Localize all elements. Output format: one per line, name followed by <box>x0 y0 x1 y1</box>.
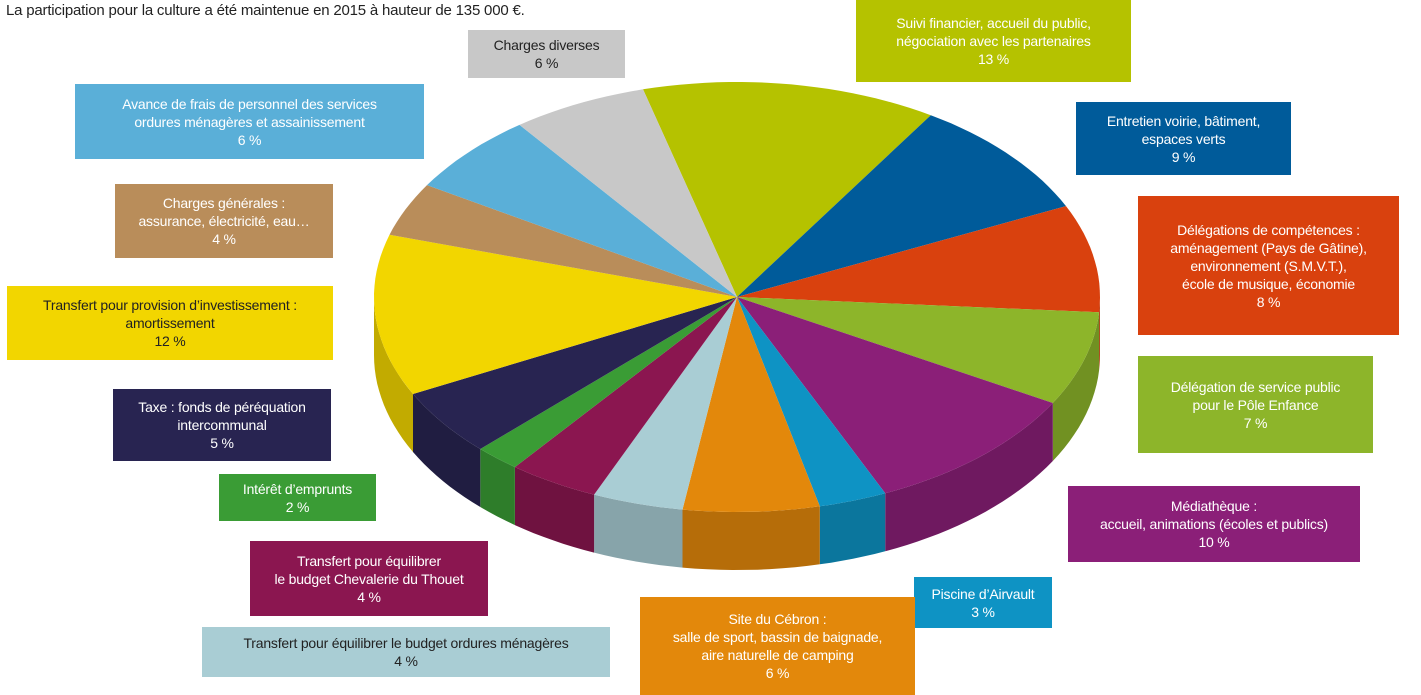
category-label: Transfert pour équilibrer le budget ordu… <box>243 635 569 651</box>
slice-side <box>514 467 595 553</box>
category-label: Charges diverses <box>493 37 600 53</box>
slice-side <box>594 494 683 568</box>
label-box: Avance de frais de personnel des service… <box>75 84 424 159</box>
category-label: Charges générales : assurance, électrici… <box>138 195 310 229</box>
category-label: Avance de frais de personnel des service… <box>122 95 377 130</box>
slice <box>737 115 1066 297</box>
slice <box>427 124 737 298</box>
slice-side <box>374 297 413 452</box>
label-box: Site du Cébron : salle de sport, bassin … <box>640 597 915 695</box>
category-label: Piscine d’Airvault <box>931 585 1035 602</box>
slice-side <box>1052 312 1100 461</box>
value-label: 12 % <box>154 333 186 349</box>
value-label: 10 % <box>1198 534 1230 550</box>
slice-side <box>1099 297 1100 371</box>
slice-side <box>885 403 1053 552</box>
label-box: Transfert pour équilibrer le budget ordu… <box>202 627 610 677</box>
slice <box>480 297 737 468</box>
category-label: Suivi financier, accueil du public, négo… <box>896 15 1091 49</box>
slice <box>413 297 737 449</box>
label-box: Transfert pour équilibrer le budget Chev… <box>250 541 488 616</box>
value-label: 2 % <box>285 498 310 515</box>
category-label: Transfert pour équilibrer le budget Chev… <box>274 552 464 587</box>
slice <box>737 297 1053 494</box>
slice-side <box>819 493 886 565</box>
slice <box>374 234 737 394</box>
slice <box>594 297 737 510</box>
label-box: Médiathèque : accueil, animations (école… <box>1068 486 1360 562</box>
slice <box>519 89 737 297</box>
label-box: Délégations de compétences : aménagement… <box>1138 196 1399 335</box>
slice-side <box>682 506 820 570</box>
subtitle: La participation pour la culture a été m… <box>6 2 525 19</box>
category-label: Entretien voirie, bâtiment, espaces vert… <box>1106 112 1261 147</box>
label-box: Charges générales : assurance, électrici… <box>115 184 333 258</box>
label-box: Transfert pour provision d’investissemen… <box>7 286 333 360</box>
label-box: Intérêt d’emprunts 2 % <box>219 474 376 521</box>
label-box: Délégation de service public pour le Pôl… <box>1138 356 1373 453</box>
category-label: Délégation de service public pour le Pôl… <box>1170 378 1341 413</box>
value-label: 13 % <box>977 51 1010 67</box>
value-label: 6 % <box>534 55 559 71</box>
slice <box>389 185 737 297</box>
slice-side <box>480 449 515 526</box>
label-box: Piscine d’Airvault 3 % <box>914 577 1052 628</box>
value-label: 4 % <box>394 653 418 669</box>
value-label: 4 % <box>357 588 381 605</box>
category-label: Site du Cébron : salle de sport, bassin … <box>672 611 883 663</box>
value-label: 8 % <box>1256 293 1281 310</box>
value-label: 3 % <box>971 603 995 620</box>
slice <box>682 297 820 512</box>
slice <box>514 297 737 495</box>
value-label: 6 % <box>237 131 262 148</box>
label-box: Charges diverses 6 % <box>468 30 625 78</box>
value-label: 7 % <box>1243 414 1268 431</box>
label-box: Entretien voirie, bâtiment, espaces vert… <box>1076 102 1291 175</box>
category-label: Taxe : fonds de péréquation intercommuna… <box>138 399 306 433</box>
label-box: Suivi financier, accueil du public, négo… <box>856 0 1131 82</box>
label-box: Taxe : fonds de péréquation intercommuna… <box>113 389 331 461</box>
slice <box>737 297 1100 403</box>
slice <box>737 297 886 507</box>
category-label: Intérêt d’emprunts <box>242 480 353 497</box>
value-label: 6 % <box>765 665 790 681</box>
slice <box>737 206 1100 313</box>
category-label: Médiathèque : accueil, animations (école… <box>1100 498 1328 532</box>
category-label: Transfert pour provision d’investissemen… <box>43 297 297 331</box>
value-label: 9 % <box>1171 148 1196 165</box>
value-label: 5 % <box>210 435 234 451</box>
slice-side <box>413 394 481 507</box>
value-label: 4 % <box>212 231 236 247</box>
slice <box>643 82 931 297</box>
category-label: Délégations de compétences : aménagement… <box>1170 221 1367 292</box>
